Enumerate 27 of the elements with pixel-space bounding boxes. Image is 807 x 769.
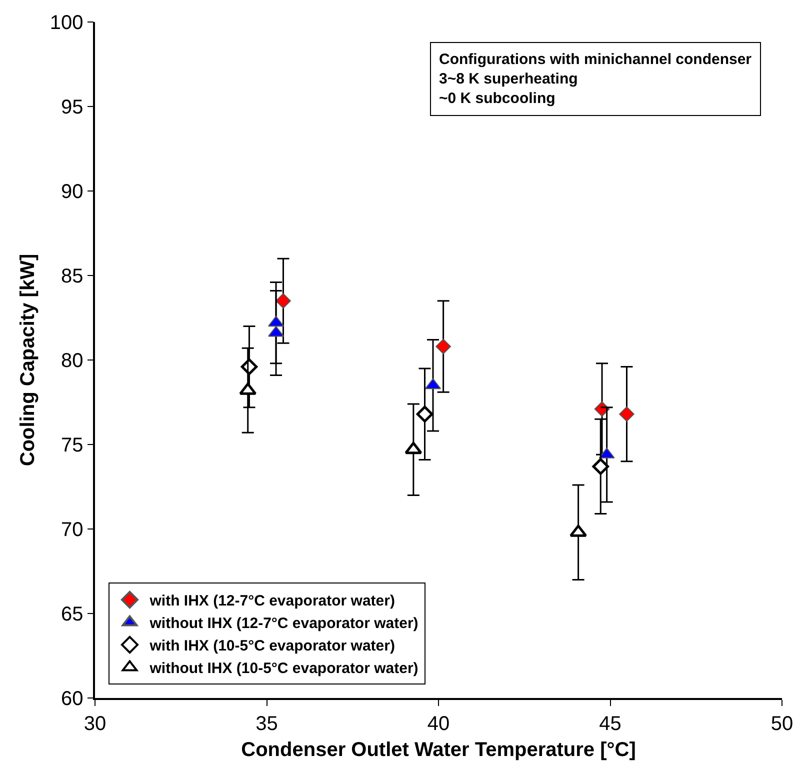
y-tick-label: 95 <box>61 96 84 118</box>
y-tick-label: 65 <box>61 604 84 626</box>
point <box>404 442 422 454</box>
x-tick-label: 40 <box>427 712 450 735</box>
y-tick-label: 70 <box>61 519 84 541</box>
x-axis-title: Condenser Outlet Water Temperature [°C] <box>241 738 636 761</box>
y-tick-label: 85 <box>61 266 84 288</box>
y-axis-title: Cooling Capacity [kW] <box>16 254 39 466</box>
legend-label: with IHX (10-5°C evaporator water) <box>148 638 395 655</box>
legend-label: without IHX (12-7°C evaporator water) <box>148 615 418 632</box>
point <box>416 406 434 422</box>
y-tick-label: 75 <box>61 434 84 456</box>
y-tick-label: 90 <box>61 181 84 203</box>
point <box>619 406 634 422</box>
x-tick-label: 50 <box>770 712 794 735</box>
legend-label: with IHX (12-7°C evaporator water) <box>148 592 395 610</box>
y-tick-label: 80 <box>61 350 84 372</box>
x-tick-label: 45 <box>599 712 622 735</box>
x-tick-label: 35 <box>256 712 278 735</box>
annotation: Configurations with minichannel condenser 3~8 K superheating ~0 K subcooling <box>439 51 752 107</box>
point <box>276 293 291 308</box>
x-tick-label: 30 <box>84 712 106 735</box>
point <box>592 458 610 475</box>
y-tick-label: 60 <box>61 688 84 710</box>
y-tick-label: 100 <box>50 12 84 34</box>
legend-label: without IHX (10-5°C evaporator water) <box>148 660 418 678</box>
point <box>436 338 451 354</box>
